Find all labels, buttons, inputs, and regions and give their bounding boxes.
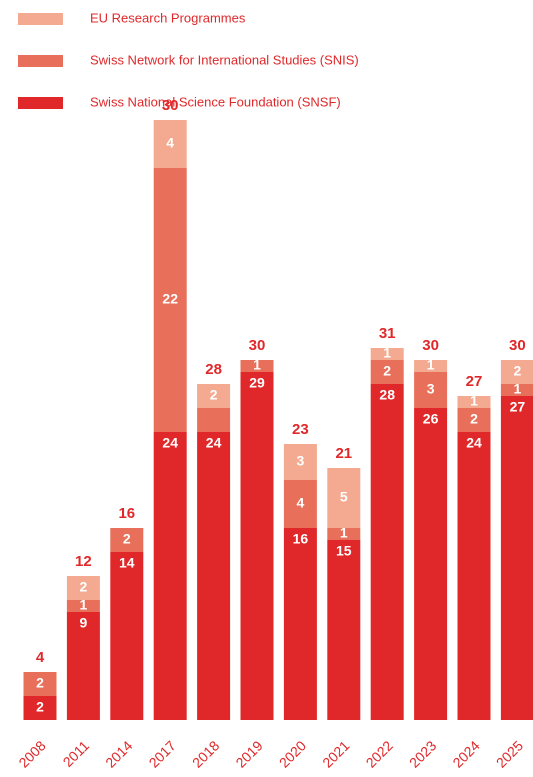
segment-label: 2 bbox=[80, 579, 88, 595]
segment-label: 24 bbox=[466, 435, 482, 451]
segment-label: 2 bbox=[210, 387, 218, 403]
segment-label: 24 bbox=[206, 435, 222, 451]
segment-label: 1 bbox=[514, 381, 522, 397]
segment-label: 1 bbox=[80, 597, 88, 613]
total-label: 4 bbox=[36, 649, 45, 666]
segment-label: 2 bbox=[36, 699, 44, 715]
segment-label: 3 bbox=[297, 453, 305, 469]
segment-label: 4 bbox=[297, 495, 305, 511]
segment-label: 14 bbox=[119, 555, 135, 571]
bar-segment bbox=[66, 576, 100, 600]
bar-segment bbox=[283, 480, 317, 528]
bar-segment bbox=[153, 432, 187, 720]
bar-segment bbox=[457, 408, 491, 432]
segment-label: 15 bbox=[336, 543, 352, 559]
total-label: 23 bbox=[292, 421, 309, 438]
bar-segment bbox=[327, 468, 361, 528]
legend-label: Swiss National Science Foundation (SNSF) bbox=[90, 94, 341, 109]
bar-segment bbox=[240, 372, 274, 720]
x-tick-label: 2021 bbox=[319, 737, 352, 770]
segment-label: 29 bbox=[249, 375, 265, 391]
bar-segment bbox=[500, 384, 533, 396]
bar-segment bbox=[327, 540, 361, 720]
segment-label: 9 bbox=[80, 615, 88, 631]
bar-segment bbox=[66, 612, 100, 720]
total-label: 12 bbox=[75, 553, 92, 570]
bar-segment bbox=[327, 528, 361, 540]
x-tick-label: 2011 bbox=[60, 737, 93, 770]
bar-segment bbox=[370, 384, 404, 720]
bar-segment bbox=[197, 432, 231, 720]
segment-label: 4 bbox=[166, 135, 174, 151]
segment-label: 1 bbox=[427, 357, 435, 373]
total-label: 30 bbox=[249, 337, 266, 354]
bar-segment bbox=[283, 528, 317, 720]
segment-label: 27 bbox=[510, 399, 526, 415]
segment-label: 28 bbox=[379, 387, 395, 403]
x-tick-label: 2020 bbox=[276, 737, 309, 770]
bar-segment bbox=[283, 444, 317, 480]
bar-segment bbox=[153, 168, 187, 432]
segment-label: 24 bbox=[162, 435, 178, 451]
legend-swatch bbox=[18, 97, 63, 109]
legend-label: EU Research Programmes bbox=[90, 10, 246, 25]
x-tick-label: 2017 bbox=[146, 737, 179, 770]
x-tick-label: 2025 bbox=[493, 737, 526, 770]
bar-segment bbox=[110, 528, 144, 552]
legend-swatch bbox=[18, 13, 63, 25]
bar-segment bbox=[23, 672, 57, 696]
bar-segment bbox=[457, 396, 491, 408]
legend-label: Swiss Network for International Studies … bbox=[90, 52, 359, 67]
total-label: 30 bbox=[162, 97, 179, 114]
bar-segment bbox=[110, 552, 144, 720]
bar-segment bbox=[414, 372, 448, 408]
bar-segment bbox=[197, 384, 231, 408]
segment-label: 5 bbox=[340, 489, 348, 505]
segment-label: 2 bbox=[123, 531, 131, 547]
bar-segment bbox=[370, 348, 404, 360]
segment-label: 1 bbox=[340, 525, 348, 541]
total-label: 16 bbox=[118, 505, 135, 522]
segment-label: 2 bbox=[36, 675, 44, 691]
bar-segment bbox=[197, 408, 231, 432]
x-tick-label: 2008 bbox=[15, 737, 48, 770]
x-tick-label: 2014 bbox=[102, 737, 135, 770]
total-label: 30 bbox=[422, 337, 439, 354]
x-tick-label: 2024 bbox=[449, 737, 482, 770]
bar-segment bbox=[66, 600, 100, 612]
segment-label: 1 bbox=[470, 393, 478, 409]
bar-segment bbox=[414, 408, 448, 720]
legend-swatch bbox=[18, 55, 63, 67]
total-label: 31 bbox=[379, 325, 396, 342]
bar-segment bbox=[500, 396, 533, 720]
segment-label: 1 bbox=[383, 345, 391, 361]
x-tick-label: 2022 bbox=[363, 737, 396, 770]
bar-segment bbox=[370, 360, 404, 384]
bar-segment bbox=[457, 432, 491, 720]
x-tick-label: 2023 bbox=[406, 737, 439, 770]
total-label: 21 bbox=[335, 445, 352, 462]
bar-segment bbox=[414, 360, 448, 372]
segment-label: 26 bbox=[423, 411, 439, 427]
segment-label: 2 bbox=[470, 411, 478, 427]
bar-segment bbox=[500, 360, 533, 384]
segment-label: 2 bbox=[383, 363, 391, 379]
total-label: 30 bbox=[509, 337, 526, 354]
segment-label: 22 bbox=[162, 291, 178, 307]
total-label: 28 bbox=[205, 361, 222, 378]
bar-segment bbox=[23, 696, 57, 720]
bar-segment bbox=[240, 360, 274, 372]
segment-label: 3 bbox=[427, 381, 435, 397]
x-tick-label: 2019 bbox=[232, 737, 265, 770]
bar-segment bbox=[153, 120, 187, 168]
segment-label: 16 bbox=[293, 531, 309, 547]
x-tick-label: 2018 bbox=[189, 737, 222, 770]
total-label: 27 bbox=[466, 373, 483, 390]
segment-label: 1 bbox=[253, 357, 261, 373]
segment-label: 2 bbox=[514, 363, 522, 379]
